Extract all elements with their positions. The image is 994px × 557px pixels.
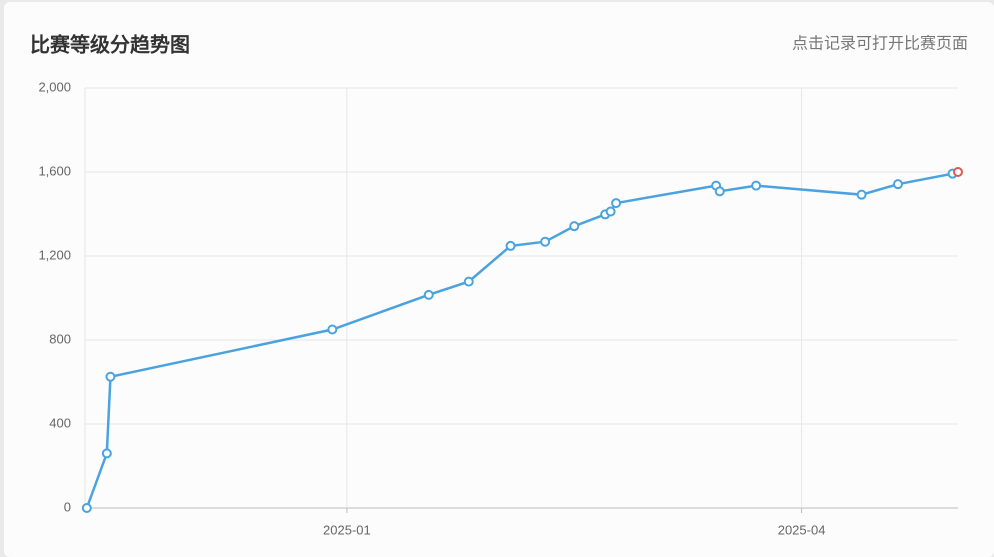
- y-tick-label: 0: [64, 499, 71, 514]
- chart-card: 比赛等级分趋势图 点击记录可打开比赛页面 0 400 800 1,200 1,600 2,…: [4, 2, 994, 557]
- point[interactable]: [81, 503, 92, 513]
- point[interactable]: [714, 186, 725, 197]
- point[interactable]: [605, 206, 616, 217]
- point[interactable]: [101, 448, 112, 459]
- point[interactable]: [105, 371, 116, 382]
- hint[interactable]: 点击记录可打开比赛页面: [792, 34, 968, 53]
- point[interactable]: [463, 276, 474, 287]
- chart-title: 比赛等级分趋势图: [30, 33, 190, 57]
- point[interactable]: [611, 198, 622, 209]
- point[interactable]: [953, 167, 963, 177]
- y-tick-label: 800: [49, 331, 71, 346]
- y-tick-label: 1,600: [38, 163, 71, 178]
- point[interactable]: [751, 180, 762, 191]
- point[interactable]: [892, 179, 903, 190]
- point[interactable]: [856, 189, 867, 200]
- x-tick-label: 2025-01: [323, 522, 371, 537]
- x-tick-label: 2025-04: [778, 522, 826, 537]
- point[interactable]: [423, 289, 434, 300]
- point[interactable]: [540, 236, 551, 247]
- chart: 比赛等级分趋势图 点击记录可打开比赛页面 0 400 800 1,200 1,600 2,…: [30, 33, 968, 538]
- y-tick-label: 1,200: [38, 247, 71, 262]
- y-tick-label: 400: [49, 415, 71, 430]
- point[interactable]: [569, 221, 580, 232]
- y-tick-label: 2,000: [38, 79, 71, 94]
- point[interactable]: [505, 240, 516, 251]
- point[interactable]: [327, 324, 338, 335]
